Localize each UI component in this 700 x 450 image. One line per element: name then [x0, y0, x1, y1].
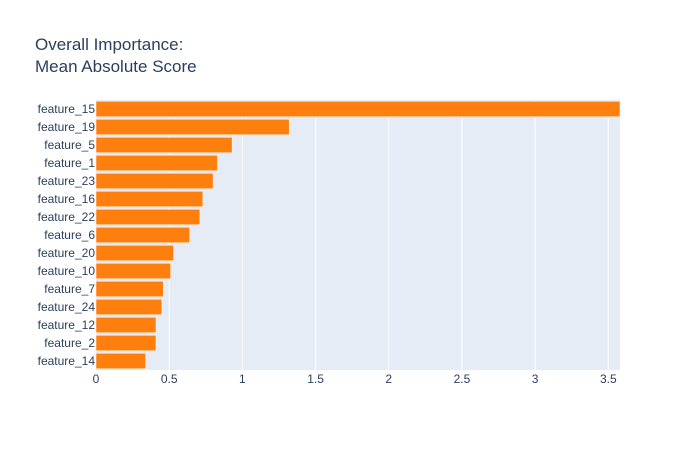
y-tick-label: feature_20 [38, 246, 96, 260]
chart-title: Overall Importance: Mean Absolute Score [35, 34, 197, 78]
y-tick-label: feature_16 [38, 192, 96, 206]
bar-feature_12 [95, 317, 157, 333]
x-tick-label: 2.5 [454, 372, 471, 386]
chart-title-line-1: Overall Importance: [35, 35, 184, 54]
y-tick-label: feature_1 [44, 156, 95, 170]
y-tick-label: feature_24 [38, 300, 96, 314]
bar-feature_1 [95, 155, 218, 171]
y-tick-label: feature_5 [44, 138, 95, 152]
y-tick-label: feature_7 [44, 282, 95, 296]
bar-feature_14 [95, 353, 147, 369]
y-tick-label: feature_10 [38, 264, 96, 278]
bar-feature_5 [95, 137, 233, 153]
y-tick-label: feature_15 [38, 102, 96, 116]
x-tick-label: 1.5 [307, 372, 324, 386]
bar-feature_22 [95, 209, 201, 225]
bar-feature_10 [95, 263, 171, 279]
bar-feature_6 [95, 227, 190, 243]
bar-feature_7 [95, 281, 164, 297]
x-tick-label: 0 [93, 372, 100, 386]
x-tick-label: 2 [385, 372, 392, 386]
y-tick-label: feature_2 [44, 336, 95, 350]
y-tick-label: feature_14 [38, 354, 96, 368]
bar-feature_2 [95, 335, 157, 351]
y-tick-label: feature_6 [44, 228, 95, 242]
bar-feature_15 [95, 101, 621, 117]
x-tick-label: 0.5 [161, 372, 178, 386]
bar-feature_20 [95, 245, 174, 261]
y-tick-label: feature_19 [38, 120, 96, 134]
y-tick-label: feature_12 [38, 318, 96, 332]
bar-feature_23 [95, 173, 214, 189]
chart-title-line-2: Mean Absolute Score [35, 57, 197, 76]
y-tick-label: feature_22 [38, 210, 96, 224]
x-tick-label: 3 [532, 372, 539, 386]
bar-feature_16 [95, 191, 204, 207]
bar-feature_24 [95, 299, 163, 315]
y-tick-label: feature_23 [38, 174, 96, 188]
bar-feature_19 [95, 119, 290, 135]
x-tick-label: 3.5 [600, 372, 617, 386]
x-tick-label: 1 [239, 372, 246, 386]
